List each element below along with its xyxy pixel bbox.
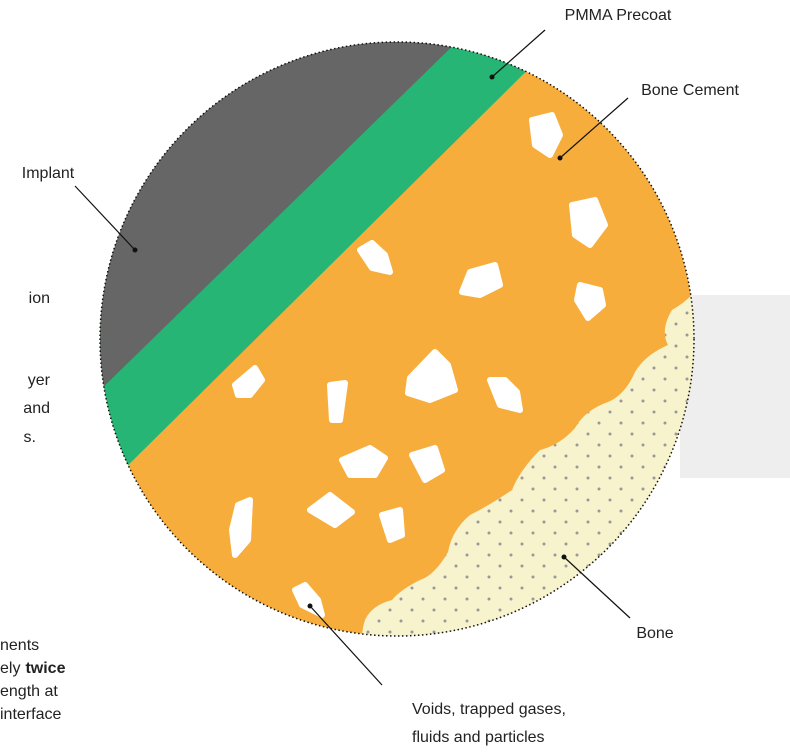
diagram: Implant PMMA Precoat Bone Cement Bone Vo… xyxy=(0,0,790,752)
side-text: s. xyxy=(24,429,36,446)
side-text: nents xyxy=(0,637,39,654)
label-voids: fluids and particles xyxy=(412,729,545,746)
side-panel xyxy=(680,295,790,478)
label-bone-cement: Bone Cement xyxy=(641,82,739,99)
cross-section xyxy=(90,30,760,660)
side-text: yer xyxy=(28,372,51,389)
label-pmma: PMMA Precoat xyxy=(565,7,672,24)
side-text: ength at xyxy=(0,683,58,700)
side-text: ion xyxy=(29,290,50,307)
side-text: and xyxy=(23,400,50,417)
side-text: interface xyxy=(0,706,61,723)
side-text-bold: twice xyxy=(25,660,65,677)
label-bone: Bone xyxy=(636,625,673,642)
side-text-part: ely xyxy=(0,660,20,677)
label-implant: Implant xyxy=(22,165,75,182)
side-text: ely twice xyxy=(0,660,66,677)
label-voids: Voids, trapped gases, xyxy=(412,701,566,718)
